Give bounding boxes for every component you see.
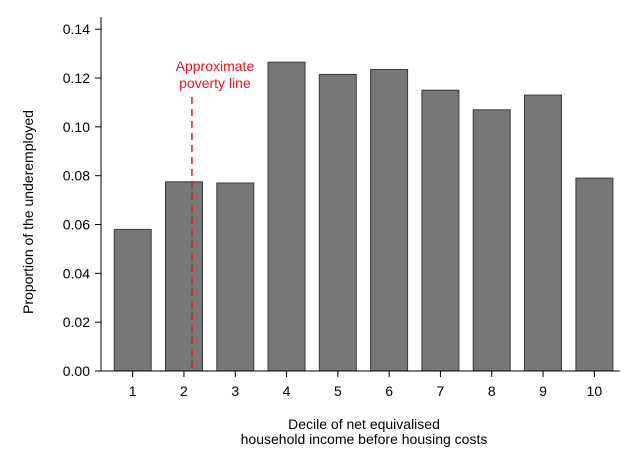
x-axis-title-line-2: household income before housing costs — [241, 431, 488, 447]
y-tick-label: 0.06 — [63, 217, 90, 233]
x-tick-label: 4 — [283, 383, 291, 399]
bar-decile-3 — [216, 182, 255, 372]
bars-group — [113, 61, 614, 372]
bar-decile-10 — [575, 177, 614, 372]
bar-decile-7 — [421, 89, 460, 372]
axes-group — [100, 17, 620, 372]
x-tick-label: 6 — [385, 383, 393, 399]
bar-decile-4 — [267, 61, 306, 372]
x-tick-label: 7 — [437, 383, 445, 399]
x-axis-title-line-1: Decile of net equivalised — [288, 416, 440, 432]
y-ticks-group: 0.00 0.02 0.04 0.06 0.08 0.10 0.12 0.14 — [63, 21, 101, 379]
y-tick-label: 0.00 — [63, 363, 90, 379]
x-tick-label: 1 — [129, 383, 137, 399]
bar-decile-1 — [113, 228, 152, 372]
poverty-line-annotation: Approximate poverty line — [176, 58, 255, 371]
x-tick-label: 9 — [539, 383, 547, 399]
y-tick-label: 0.10 — [63, 119, 90, 135]
poverty-line-label-line-2: poverty line — [179, 75, 251, 91]
bar-decile-6 — [370, 69, 409, 372]
y-tick-label: 0.12 — [63, 70, 90, 86]
y-tick-label: 0.04 — [63, 265, 90, 281]
x-tick-label: 2 — [180, 383, 188, 399]
x-tick-label: 3 — [231, 383, 239, 399]
x-tick-label: 5 — [334, 383, 342, 399]
y-tick-label: 0.02 — [63, 314, 90, 330]
y-tick-label: 0.14 — [63, 21, 90, 37]
bar-decile-2 — [165, 181, 203, 372]
x-ticks-group: 1 2 3 4 5 6 7 8 9 10 — [129, 371, 603, 399]
y-tick-label: 0.08 — [63, 168, 90, 184]
bar-decile-8 — [472, 109, 511, 372]
bar-decile-9 — [524, 94, 562, 372]
y-axis-title: Proportion of the underemployed — [20, 110, 36, 314]
poverty-line-label-line-1: Approximate — [176, 58, 255, 74]
x-tick-label: 8 — [488, 383, 496, 399]
x-tick-label: 10 — [587, 383, 603, 399]
bar-decile-5 — [318, 73, 357, 372]
